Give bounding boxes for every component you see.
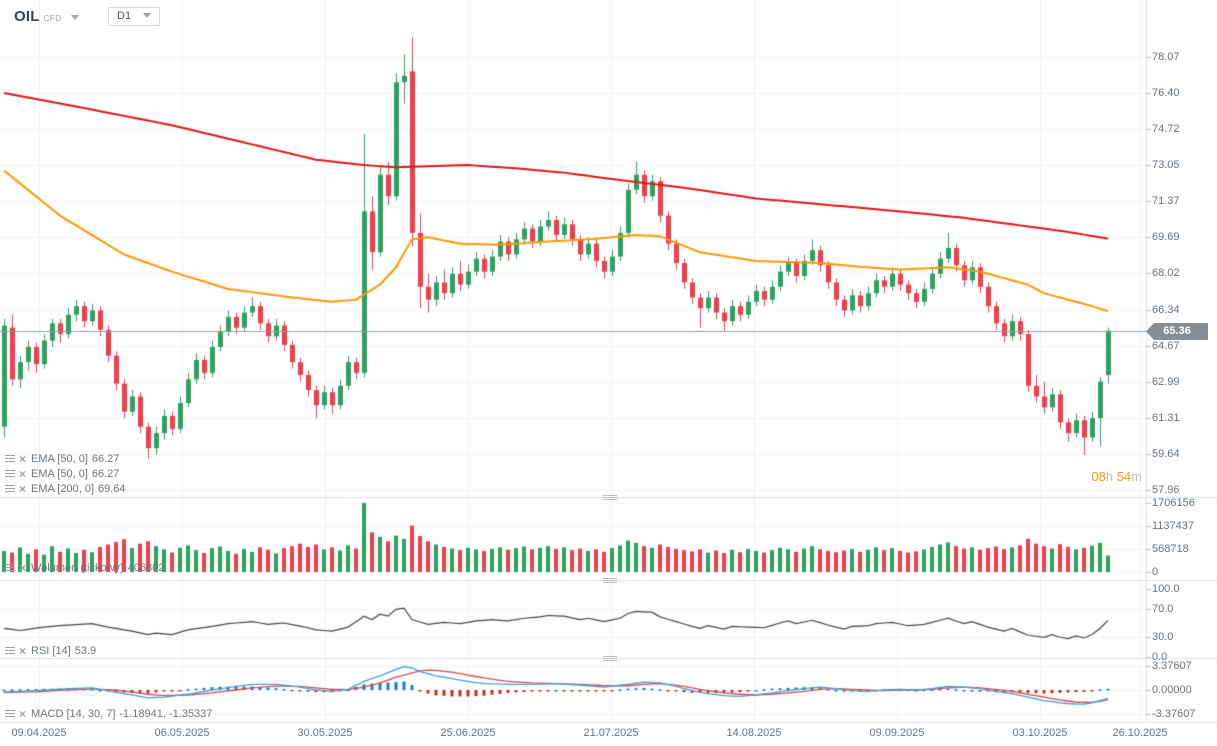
date-tick-label: 26.10.2025 [1112, 727, 1168, 739]
indicator-row-ema50-a: × EMA [50, 0] 66.27 [5, 452, 119, 465]
price-tick-label: 78.07 [1152, 51, 1180, 63]
indicator-value: -1.18941, -1.35337 [119, 707, 213, 720]
chevron-down-icon [70, 15, 79, 20]
rsi-tick-label: 0.0 [1152, 651, 1168, 663]
date-tick-label: 06.05.2025 [154, 727, 210, 739]
price-tick-label: 74.72 [1152, 123, 1180, 136]
date-tick-label: 03.10.2025 [1012, 727, 1068, 739]
indicator-settings-icon[interactable] [5, 647, 15, 654]
indicator-value: 66.27 [91, 467, 120, 480]
volume-tick-label: 1706156 [1152, 497, 1195, 509]
indicator-settings-icon[interactable] [5, 455, 15, 462]
panel-resize-handle[interactable] [603, 578, 617, 583]
current-price-badge: 65.36 [1146, 323, 1208, 340]
indicator-value: 53.9 [74, 644, 97, 657]
panel-resize-handle[interactable] [603, 495, 617, 500]
indicator-label: Wolumen (tickowy) [31, 561, 124, 574]
date-tick-label: 14.08.2025 [726, 727, 782, 739]
indicator-label: EMA [50, 0] [31, 467, 88, 480]
price-tick-label: 76.40 [1152, 86, 1180, 99]
candle-countdown: 08h 54m [1016, 469, 1142, 484]
indicator-label: EMA [50, 0] [31, 452, 88, 465]
indicator-value: 66.27 [91, 452, 120, 465]
timeframe-selector[interactable]: D1 [108, 7, 161, 26]
indicator-label: EMA [200, 0] [31, 482, 94, 495]
price-tick-label: 61.31 [1152, 411, 1180, 424]
indicator-row-ema50-b: × EMA [50, 0] 66.27 [5, 467, 119, 480]
price-tick-label: 71.37 [1152, 195, 1180, 208]
countdown-minutes: 54 [1116, 469, 1132, 484]
countdown-minutes-unit: m [1131, 469, 1142, 484]
date-tick-label: 09.09.2025 [869, 727, 925, 739]
indicator-value: 69.64 [98, 482, 126, 495]
indicator-remove-icon[interactable]: × [19, 451, 27, 466]
date-tick-label: 25.06.2025 [440, 727, 496, 739]
indicator-settings-icon[interactable] [5, 564, 15, 571]
indicator-label: MACD [14, 30, 7] [31, 707, 116, 720]
indicator-remove-icon[interactable]: × [19, 466, 27, 481]
rsi-tick-label: 30.0 [1152, 630, 1174, 643]
indicator-row-macd: × MACD [14, 30, 7] -1.18941, -1.35337 [5, 707, 212, 720]
indicator-settings-icon[interactable] [5, 485, 15, 492]
instrument-type-label: CFD [43, 14, 62, 23]
date-tick-label: 30.05.2025 [297, 727, 353, 739]
rsi-tick-label: 100.0 [1152, 583, 1180, 595]
indicator-label: RSI [14] [31, 644, 71, 657]
indicator-remove-icon[interactable]: × [19, 706, 27, 721]
price-tick-label: 64.67 [1152, 339, 1180, 352]
symbol-label: OIL [14, 8, 40, 25]
price-tick-label: 73.05 [1152, 159, 1180, 172]
countdown-hours-unit: h [1105, 469, 1114, 484]
volume-tick-label: 1137437 [1152, 520, 1195, 532]
date-tick-label: 21.07.2025 [583, 727, 639, 739]
rsi-tick-label: 70.0 [1152, 603, 1174, 616]
volume-tick-label: 568718 [1152, 543, 1189, 555]
timeframe-label: D1 [117, 10, 132, 22]
volume-tick-label: 0 [1152, 566, 1159, 578]
chevron-down-icon [143, 12, 152, 18]
macd-tick-label: 0.00000 [1152, 684, 1192, 696]
price-tick-label: 69.69 [1152, 231, 1180, 244]
price-tick-label: 66.34 [1152, 303, 1180, 316]
indicator-settings-icon[interactable] [5, 710, 15, 717]
panel-resize-handle[interactable] [603, 656, 617, 661]
price-tick-label: 57.96 [1152, 484, 1180, 496]
indicator-remove-icon[interactable]: × [19, 560, 27, 575]
indicator-remove-icon[interactable]: × [19, 643, 27, 658]
macd-tick-label: 3.37607 [1152, 660, 1192, 672]
indicator-row-volume: × Wolumen (tickowy) 406802 [5, 561, 164, 574]
symbol-selector[interactable]: OIL CFD [14, 8, 79, 25]
macd-tick-label: -3.37607 [1152, 708, 1196, 720]
date-tick-label: 09.04.2025 [11, 727, 67, 739]
indicator-row-rsi: × RSI [14] 53.9 [5, 644, 96, 657]
indicator-value: 406802 [127, 561, 165, 574]
indicator-settings-icon[interactable] [5, 470, 15, 477]
indicator-remove-icon[interactable]: × [19, 481, 27, 496]
countdown-hours: 08 [1091, 469, 1106, 484]
price-tick-label: 59.64 [1152, 447, 1180, 460]
indicator-row-ema200: × EMA [200, 0] 69.64 [5, 482, 126, 495]
price-tick-label: 62.99 [1152, 375, 1180, 388]
price-tick-label: 68.02 [1152, 267, 1180, 280]
